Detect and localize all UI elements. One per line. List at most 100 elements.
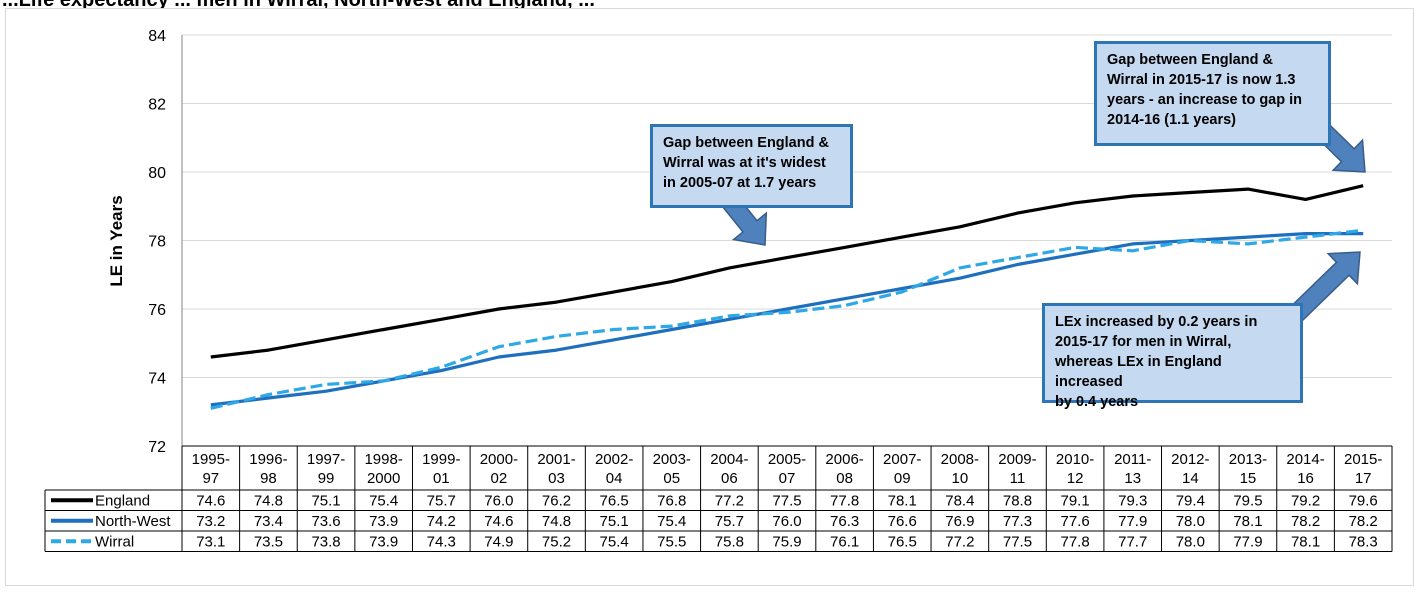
table-cell: 77.7 — [1118, 533, 1147, 550]
table-cell: 78.1 — [888, 492, 917, 509]
y-tick-label: 84 — [148, 28, 166, 45]
table-cell: 74.3 — [427, 533, 456, 550]
x-tick-label: 08 — [836, 470, 853, 487]
y-tick-label: 80 — [148, 165, 166, 182]
table-cell: 76.0 — [772, 513, 801, 530]
table-cell: 77.5 — [772, 492, 801, 509]
x-tick-label: 2000- — [480, 451, 518, 468]
x-tick-label: 2012- — [1171, 451, 1209, 468]
callout-line: whereas LEx in England increased — [1055, 354, 1222, 390]
series-line-england — [210, 184, 1364, 359]
y-tick-label: 72 — [148, 439, 166, 456]
x-tick-label: 12 — [1067, 470, 1084, 487]
x-tick-label: 2002- — [595, 451, 633, 468]
x-tick-label: 2001- — [537, 451, 575, 468]
legend-label: Wirral — [95, 533, 134, 550]
y-tick-label: 82 — [148, 97, 166, 114]
table-cell: 75.9 — [772, 533, 801, 550]
x-tick-label: 11 — [1010, 470, 1026, 487]
table-cell: 75.4 — [369, 492, 398, 509]
table-cell: 78.8 — [1003, 492, 1032, 509]
x-tick-label: 17 — [1355, 470, 1372, 487]
table-cell: 74.8 — [542, 513, 571, 530]
table-cell: 79.2 — [1291, 492, 1320, 509]
table-cell: 79.5 — [1233, 492, 1262, 509]
table-cell: 78.2 — [1349, 513, 1378, 530]
x-tick-label: 2000 — [367, 470, 400, 487]
table-cell: 76.5 — [888, 533, 917, 550]
series-line-wirral — [210, 228, 1364, 410]
table-cell: 77.3 — [1003, 513, 1032, 530]
x-tick-label: 2008- — [941, 451, 979, 468]
x-tick-label: 10 — [952, 470, 969, 487]
table-cell: 74.6 — [484, 513, 513, 530]
x-tick-label: 2003- — [653, 451, 691, 468]
table-cell: 79.6 — [1349, 492, 1378, 509]
legend-label: England — [95, 492, 150, 509]
table-cell: 73.9 — [369, 533, 398, 550]
callout-line: LEx increased by 0.2 years in — [1055, 314, 1258, 330]
table-cell: 76.5 — [600, 492, 629, 509]
table-cell: 79.4 — [1176, 492, 1205, 509]
table-cell: 75.2 — [542, 533, 571, 550]
table-cell: 75.1 — [600, 513, 629, 530]
table-cell: 73.2 — [196, 513, 225, 530]
x-tick-label: 1999- — [422, 451, 460, 468]
table-cell: 77.8 — [1060, 533, 1089, 550]
callout-line: Gap between England & — [663, 135, 829, 151]
table-cell: 78.2 — [1291, 513, 1320, 530]
table-cell: 79.3 — [1118, 492, 1147, 509]
table-cell: 74.2 — [427, 513, 456, 530]
table-cell: 73.4 — [254, 513, 283, 530]
table-cell: 76.0 — [484, 492, 513, 509]
table-cell: 78.0 — [1176, 533, 1205, 550]
table-cell: 75.7 — [715, 513, 744, 530]
table-cell: 73.5 — [254, 533, 283, 550]
x-tick-label: 2013- — [1229, 451, 1267, 468]
table-cell: 73.8 — [311, 533, 340, 550]
x-tick-label: 03 — [548, 470, 565, 487]
table-cell: 75.4 — [657, 513, 686, 530]
x-tick-label: 2014- — [1286, 451, 1324, 468]
callout-lex-increase: LEx increased by 0.2 years in 2015-17 for… — [1042, 303, 1303, 410]
table-cell: 78.1 — [1233, 513, 1262, 530]
table-cell: 75.7 — [427, 492, 456, 509]
table-cell: 77.6 — [1060, 513, 1089, 530]
x-tick-label: 2010- — [1056, 451, 1094, 468]
y-tick-label: 78 — [148, 234, 166, 251]
x-tick-label: 1997- — [307, 451, 345, 468]
table-cell: 75.5 — [657, 533, 686, 550]
x-tick-label: 09 — [894, 470, 911, 487]
table-cell: 76.3 — [830, 513, 859, 530]
table-cell: 76.8 — [657, 492, 686, 509]
table-cell: 77.5 — [1003, 533, 1032, 550]
x-tick-label: 1998- — [364, 451, 402, 468]
table-cell: 78.3 — [1349, 533, 1378, 550]
x-tick-label: 06 — [721, 470, 738, 487]
callout-line: years - an increase to gap in — [1107, 92, 1303, 108]
x-tick-label: 97 — [202, 470, 219, 487]
table-cell: 76.1 — [830, 533, 859, 550]
table-cell: 73.6 — [311, 513, 340, 530]
table-cell: 76.6 — [888, 513, 917, 530]
y-tick-label: 74 — [148, 371, 166, 388]
figure-title: ...Life expectancy ... men in Wirral, No… — [2, 0, 595, 11]
x-tick-label: 13 — [1124, 470, 1141, 487]
x-tick-label: 16 — [1297, 470, 1314, 487]
x-tick-label: 2015- — [1344, 451, 1382, 468]
x-tick-label: 99 — [318, 470, 335, 487]
callout-line: 2015-17 for men in Wirral, — [1055, 334, 1232, 350]
table-cell: 74.9 — [484, 533, 513, 550]
x-tick-label: 01 — [433, 470, 450, 487]
x-tick-label: 07 — [779, 470, 796, 487]
callout-line: Wirral was at it's widest — [663, 155, 826, 171]
x-tick-label: 98 — [260, 470, 277, 487]
table-cell: 77.9 — [1233, 533, 1262, 550]
table-cell: 75.1 — [311, 492, 340, 509]
x-tick-label: 2004- — [710, 451, 748, 468]
table-cell: 73.1 — [196, 533, 225, 550]
x-tick-label: 15 — [1240, 470, 1257, 487]
x-tick-label: 2006- — [825, 451, 863, 468]
callout-line: Gap between England & — [1107, 52, 1273, 68]
x-tick-label: 2009- — [998, 451, 1036, 468]
